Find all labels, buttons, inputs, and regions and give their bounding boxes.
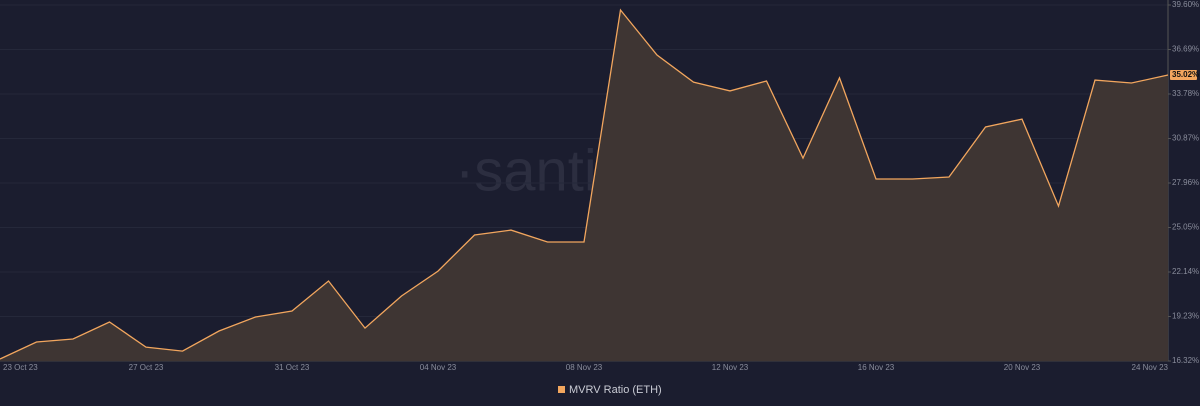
y-tick-label: 16.32% [1172, 356, 1199, 365]
y-tick-label: 33.78% [1172, 89, 1199, 98]
x-tick-label: 12 Nov 23 [712, 363, 749, 372]
legend-swatch [558, 386, 565, 393]
y-tick-label: 22.14% [1172, 267, 1199, 276]
line [0, 8, 1169, 360]
x-tick-label: 16 Nov 23 [858, 363, 895, 372]
x-tick-label: 23 Oct 23 [3, 363, 38, 372]
area [0, 10, 1168, 361]
y-tick-label: 30.87% [1172, 134, 1199, 143]
legend-label: MVRV Ratio (ETH) [569, 384, 662, 396]
y-tick-label: 25.05% [1172, 223, 1199, 232]
x-tick-label: 27 Oct 23 [129, 363, 164, 372]
value-badge [1170, 70, 1197, 81]
x-tick-label: 20 Nov 23 [1004, 363, 1041, 372]
x-tick-label: 04 Nov 23 [420, 363, 457, 372]
y-tick-label: 39.60% [1172, 0, 1199, 9]
x-tick-label: 24 Nov 23 [1132, 363, 1169, 372]
y-tick-label: 27.96% [1172, 178, 1199, 187]
y-tick-label: 19.23% [1172, 312, 1199, 321]
x-tick-label: 08 Nov 23 [566, 363, 603, 372]
value-label: 35.02% [1172, 70, 1199, 79]
y-tick-label: 36.69% [1172, 45, 1199, 54]
x-tick-label: 31 Oct 23 [275, 363, 310, 372]
